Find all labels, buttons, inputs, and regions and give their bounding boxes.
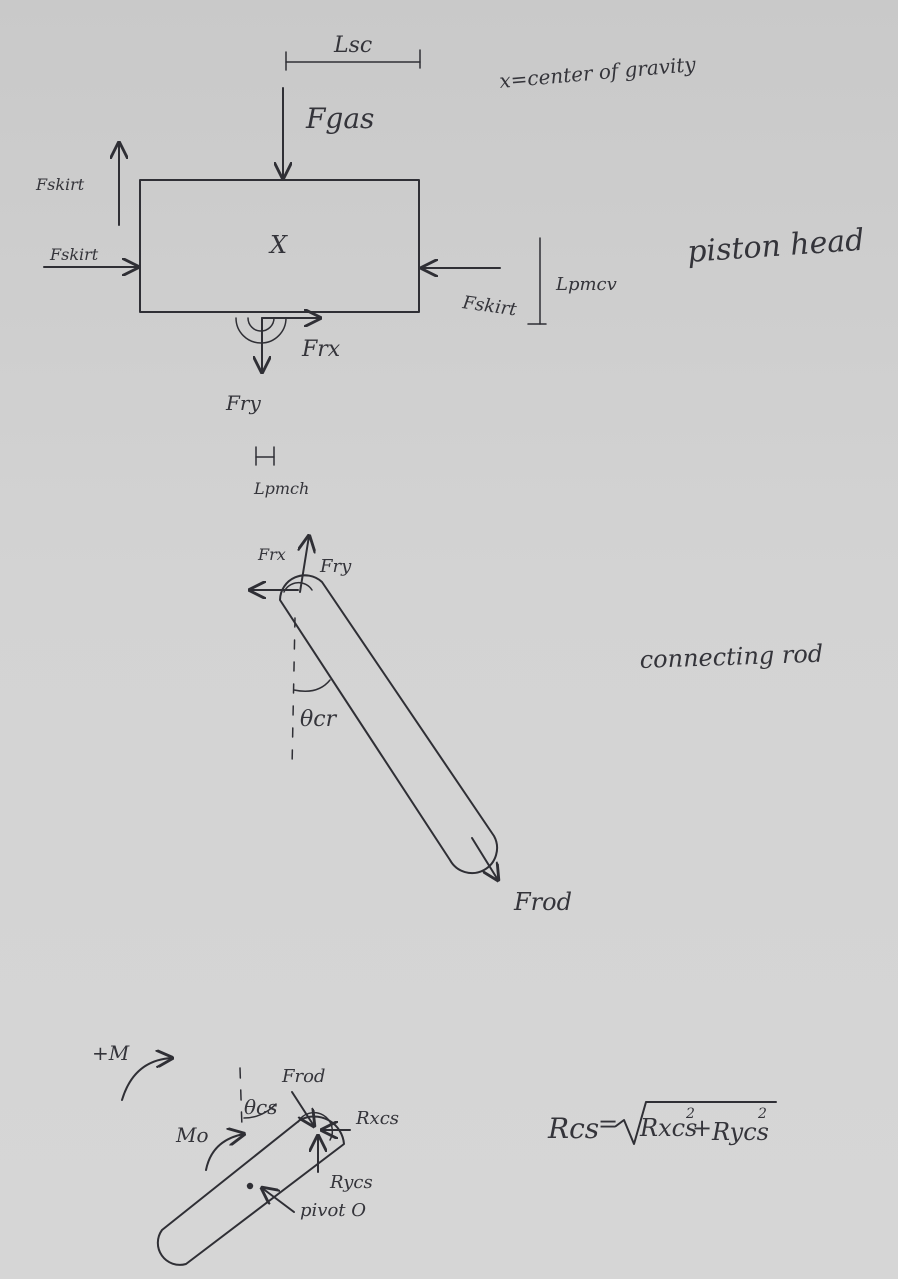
frod-crank-label: Frod [281, 1066, 325, 1087]
fskirt-left-label: Fskirt [49, 245, 99, 264]
fskirt-right-label: Fskirt [460, 292, 518, 321]
eq-rad1: Rxcs [639, 1114, 697, 1142]
connecting-rod-body [279, 574, 499, 874]
fry-label: Fry [225, 391, 261, 415]
rod-fry-arrow [300, 536, 309, 593]
piston-rectangle [139, 179, 420, 313]
eq-exp2: 2 [757, 1106, 767, 1122]
cog-note: x=center of gravity [498, 52, 697, 93]
theta-cr-label: θcr [300, 707, 338, 732]
rod-vertical-reference [291, 617, 296, 769]
theta-cr-arc [293, 679, 331, 692]
connecting-rod-group: Frx Fry θcr connecting rod Frod [250, 536, 824, 916]
eq-exp1: 2 [685, 1106, 695, 1122]
piston-head-caption: piston head [686, 223, 865, 270]
rxcs-label: Rxcs [355, 1108, 399, 1129]
cog-mark: X [268, 231, 288, 259]
frod-label: Frod [513, 888, 572, 916]
rod-fry-label: Fry [319, 556, 352, 577]
pivot-point [246, 1182, 254, 1190]
frod-arrow [471, 837, 498, 880]
lsc-label: Lsc [333, 33, 372, 58]
frx-label: Frx [301, 337, 341, 362]
crankshaft-group: +M θcs Frod Rxcs Rycs Mo pivot O [92, 1041, 399, 1266]
fskirt-up-label: Fskirt [35, 175, 85, 194]
rcs-equation: Rcs = Rxcs 2 + Rycs 2 [547, 1101, 777, 1146]
mo-arrow [205, 1134, 244, 1171]
rod-frx-label: Frx [257, 545, 286, 564]
pivot-arrow [262, 1188, 295, 1213]
rod-small-end-arc [283, 581, 313, 593]
eq-lhs: Rcs [547, 1112, 599, 1145]
theta-cs-label: θcs [244, 1095, 278, 1119]
piston-head-group: Lsc x=center of gravity Fgas X Fskirt Fs… [35, 33, 865, 498]
crank-arm-body [156, 1115, 345, 1266]
frod-crank-arrow [291, 1091, 314, 1126]
eq-rad2: Rycs [711, 1118, 769, 1146]
eq-equals: = [598, 1110, 618, 1138]
pivot-label: pivot O [300, 1200, 366, 1221]
theta-cs-arc [243, 1103, 277, 1119]
fgas-label: Fgas [305, 102, 374, 135]
crank-vertical-reference [239, 1067, 243, 1129]
eq-plus: + [692, 1114, 712, 1142]
plus-m-arrow [121, 1058, 172, 1101]
lpmch-label: Lpmch [253, 479, 309, 498]
connecting-rod-caption: connecting rod [639, 640, 823, 674]
plus-m-label: +M [92, 1041, 130, 1065]
mo-label: Mo [175, 1123, 209, 1147]
lpmcv-label: Lpmcv [555, 274, 617, 295]
radical-sign [615, 1101, 777, 1145]
rycs-label: Rycs [329, 1172, 373, 1193]
